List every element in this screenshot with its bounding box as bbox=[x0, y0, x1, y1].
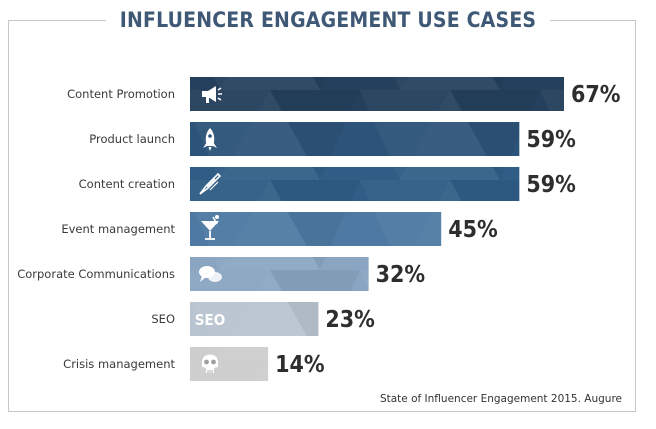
category-label: Content creation bbox=[79, 177, 175, 191]
value-label: 59% bbox=[526, 127, 576, 153]
rocket-icon bbox=[203, 128, 217, 151]
value-label: 67% bbox=[571, 82, 621, 108]
chart-title: INFLUENCER ENGAGEMENT USE CASES bbox=[105, 6, 551, 34]
skull-icon bbox=[202, 354, 218, 373]
category-label: Crisis management bbox=[63, 357, 175, 371]
megaphone-icon bbox=[202, 86, 222, 103]
seo-icon-text: SEO bbox=[195, 311, 225, 329]
bar-texture bbox=[190, 167, 520, 201]
seo-icon: SEO bbox=[195, 311, 225, 329]
quill-pen-icon bbox=[199, 172, 222, 195]
value-label: 45% bbox=[448, 217, 498, 243]
category-label: SEO bbox=[151, 312, 175, 326]
bar-texture bbox=[190, 212, 442, 246]
category-label: Product launch bbox=[89, 132, 175, 146]
value-label: 23% bbox=[325, 307, 375, 333]
category-label: Content Promotion bbox=[67, 87, 175, 101]
value-label: 14% bbox=[275, 352, 325, 378]
source-note: State of Influencer Engagement 2015. Aug… bbox=[379, 393, 622, 405]
value-label: 59% bbox=[526, 172, 576, 198]
category-label: Event management bbox=[61, 222, 175, 236]
bar-texture bbox=[190, 122, 520, 156]
category-label: Corporate Communications bbox=[17, 267, 175, 281]
value-label: 32% bbox=[376, 262, 426, 288]
bar-texture bbox=[190, 347, 269, 381]
speech-bubbles-icon bbox=[199, 266, 222, 282]
title-wrap: INFLUENCER ENGAGEMENT USE CASES bbox=[0, 6, 656, 34]
bar-texture bbox=[190, 302, 319, 336]
bar-texture bbox=[190, 77, 564, 111]
cocktail-glass-icon bbox=[201, 215, 219, 240]
